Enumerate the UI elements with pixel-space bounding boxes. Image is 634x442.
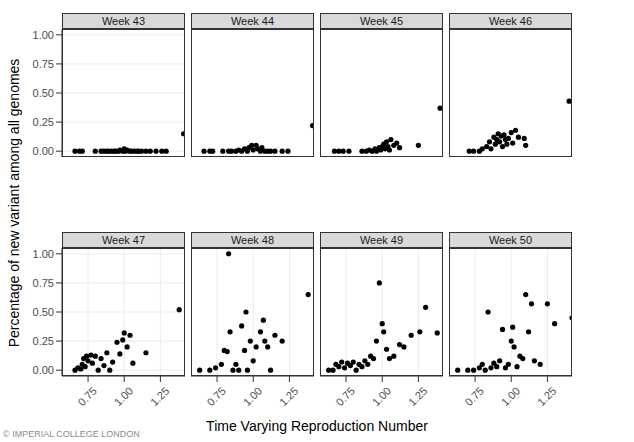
svg-text:1.00: 1.00 xyxy=(370,385,394,409)
html-text:Percentage of new variant amon: Percentage of new variant among all geno… xyxy=(6,58,22,347)
svg-text:0.75: 0.75 xyxy=(33,277,54,289)
svg-text:0.50: 0.50 xyxy=(33,87,54,99)
svg-text:1.00: 1.00 xyxy=(241,385,265,409)
svg-text:1.00: 1.00 xyxy=(499,385,523,409)
svg-text:0.75: 0.75 xyxy=(33,58,54,70)
html-text:Week 43: Week 43 xyxy=(101,15,146,27)
svg-text:1.00: 1.00 xyxy=(33,248,54,260)
html-text:Week 47: Week 47 xyxy=(101,234,146,246)
svg-text:0.50: 0.50 xyxy=(33,306,54,318)
svg-text:1.25: 1.25 xyxy=(277,385,301,409)
html-text:© IMPERIAL COLLEGE LONDON: © IMPERIAL COLLEGE LONDON xyxy=(3,429,140,439)
svg-text:0.25: 0.25 xyxy=(33,335,54,347)
svg-text:0.00: 0.00 xyxy=(33,145,54,157)
svg-text:0.00: 0.00 xyxy=(33,364,54,376)
svg-text:1.25: 1.25 xyxy=(406,385,430,409)
html-text:Time Varying Reproduction Numb: Time Varying Reproduction Number xyxy=(206,418,428,434)
html-text:Week 50: Week 50 xyxy=(488,234,533,246)
svg-text:0.75: 0.75 xyxy=(333,385,357,409)
svg-text:1.00: 1.00 xyxy=(112,385,136,409)
svg-text:0.25: 0.25 xyxy=(33,116,54,128)
html-text:Week 48: Week 48 xyxy=(230,234,275,246)
svg-text:1.00: 1.00 xyxy=(33,29,54,41)
svg-text:0.75: 0.75 xyxy=(75,385,99,409)
html-text:Week 46: Week 46 xyxy=(488,15,533,27)
svg-text:1.25: 1.25 xyxy=(535,385,559,409)
svg-text:1.25: 1.25 xyxy=(148,385,172,409)
html-text:Week 45: Week 45 xyxy=(359,15,404,27)
svg-text:0.75: 0.75 xyxy=(462,385,486,409)
svg-text:0.75: 0.75 xyxy=(204,385,228,409)
html-text:Week 44: Week 44 xyxy=(230,15,275,27)
html-text:Week 49: Week 49 xyxy=(359,234,404,246)
